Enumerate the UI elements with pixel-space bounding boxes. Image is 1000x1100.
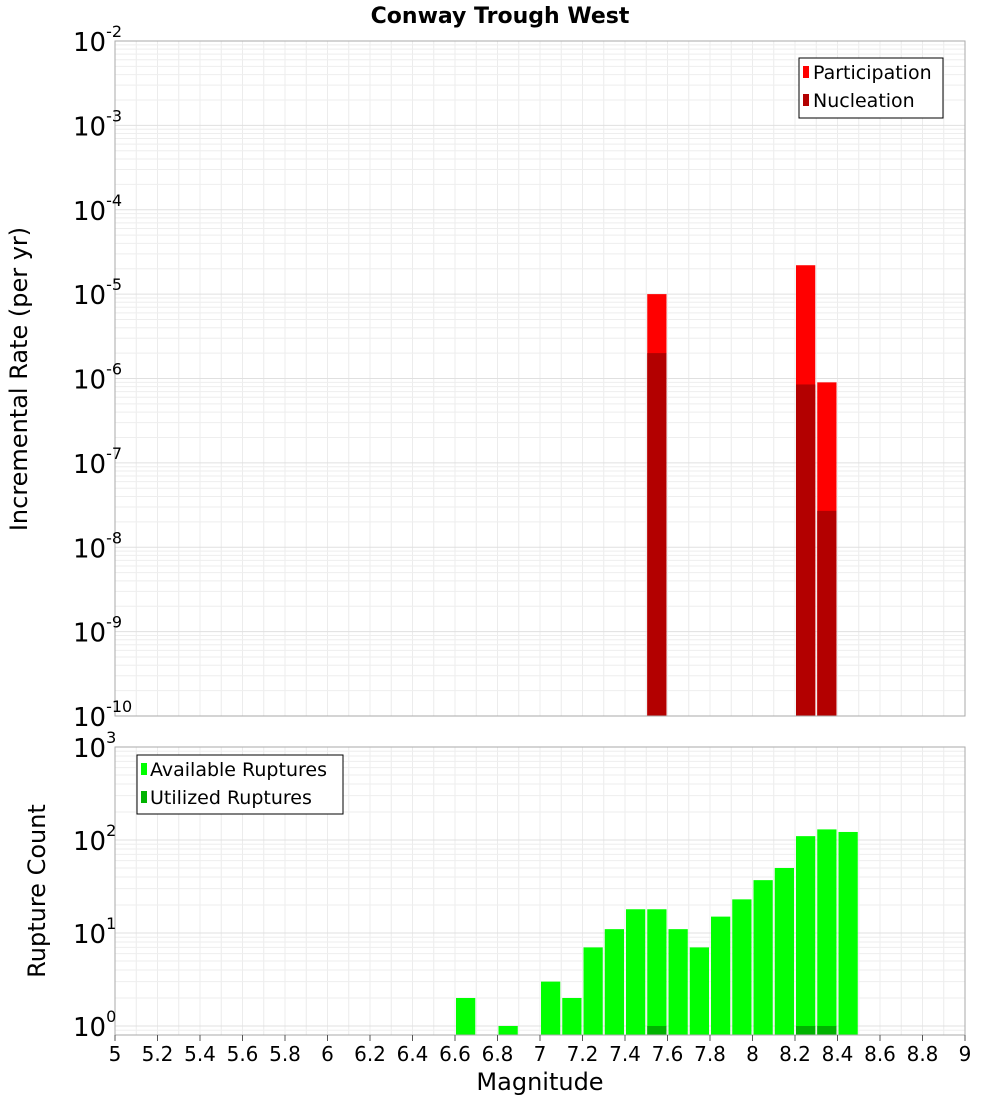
x-tick-label: 5.6 (227, 1042, 259, 1066)
participation-legend-swatch (803, 66, 809, 78)
available-ruptures-bar (604, 929, 624, 1035)
available-ruptures-bar (796, 836, 816, 1035)
rate-legend-box (798, 57, 944, 119)
rate-bars (647, 265, 837, 716)
count-y-tick-label: 101 (73, 914, 116, 950)
x-tick-label: 6.6 (439, 1042, 471, 1066)
participation-legend-label: Participation (813, 62, 932, 84)
x-tick-label: 7.6 (652, 1042, 684, 1066)
available-ruptures-legend-label: Available Ruptures (150, 759, 327, 781)
count-y-ticks: 100 101 102 103 (73, 728, 116, 1043)
count-y-axis-label: Rupture Count (23, 804, 51, 978)
chart-title: Conway Trough West (371, 4, 630, 29)
x-tick-label: 6.4 (397, 1042, 429, 1066)
x-tick-label: 8 (746, 1042, 759, 1066)
x-tick-label: 5.4 (184, 1042, 216, 1066)
x-ticks: 5 5.2 5.4 5.6 5.8 6 6.2 6.4 6.6 6.8 7 7.2 7.4 7.6 7.8 8… (109, 1035, 972, 1066)
x-tick-label: 7 (534, 1042, 547, 1066)
x-tick-label: 7.4 (609, 1042, 641, 1066)
count-legend-box (136, 754, 344, 815)
x-tick-label: 7.8 (694, 1042, 726, 1066)
rate-y-tick-label: 10-5 (73, 275, 122, 311)
available-ruptures-bar (668, 929, 688, 1035)
x-tick-label: 8.4 (822, 1042, 854, 1066)
nucleation-legend-label: Nucleation (813, 90, 915, 112)
count-bars (456, 829, 858, 1035)
nucleation-legend-swatch (803, 94, 809, 106)
utilized-ruptures-bar (817, 1025, 837, 1035)
available-ruptures-bar (583, 947, 603, 1035)
count-y-tick-label: 103 (73, 728, 116, 764)
available-ruptures-bar (541, 981, 561, 1035)
nucleation-bar (647, 353, 667, 716)
x-tick-label: 9 (959, 1042, 972, 1066)
available-ruptures-bar (753, 880, 773, 1035)
available-ruptures-bar (732, 899, 752, 1035)
available-ruptures-bar (817, 829, 837, 1035)
x-tick-label: 5.2 (142, 1042, 174, 1066)
available-ruptures-bar (562, 997, 582, 1035)
available-ruptures-bar (774, 867, 794, 1035)
rate-legend: Participation Nucleation (798, 57, 944, 119)
nucleation-bar (796, 384, 816, 716)
x-tick-label: 6 (321, 1042, 334, 1066)
rate-y-tick-label: 10-2 (73, 22, 122, 58)
x-tick-label: 7.2 (567, 1042, 599, 1066)
rate-y-ticks: 10-10 10-9 10-8 10-7 10-6 10-5 10-4 10-3 10-2 (73, 22, 132, 733)
utilized-ruptures-legend-label: Utilized Ruptures (150, 787, 312, 809)
x-tick-label: 5.8 (269, 1042, 301, 1066)
rate-y-axis-label: Incremental Rate (per yr) (5, 227, 33, 531)
available-ruptures-bar (647, 909, 667, 1035)
rate-y-tick-label: 10-3 (73, 106, 122, 142)
x-tick-label: 6.8 (482, 1042, 514, 1066)
x-tick-label: 6.2 (354, 1042, 386, 1066)
rate-y-tick-label: 10-10 (73, 697, 132, 733)
available-ruptures-bar (456, 997, 476, 1035)
rate-y-tick-label: 10-8 (73, 528, 122, 564)
rate-plot-frame (114, 40, 966, 717)
utilized-ruptures-bar (796, 1025, 816, 1035)
available-ruptures-bar (498, 1025, 518, 1035)
rate-grid (114, 40, 966, 717)
available-ruptures-bar (689, 947, 709, 1035)
utilized-ruptures-legend-swatch (141, 791, 147, 803)
rate-y-tick-label: 10-6 (73, 360, 122, 396)
utilized-ruptures-bar (647, 1025, 667, 1035)
x-axis-label: Magnitude (476, 1068, 603, 1096)
x-tick-label: 8.8 (907, 1042, 939, 1066)
available-ruptures-bar (711, 916, 731, 1035)
available-ruptures-bar (838, 831, 858, 1035)
x-tick-label: 8.2 (779, 1042, 811, 1066)
rate-y-tick-label: 10-7 (73, 444, 122, 480)
x-tick-label: 5 (109, 1042, 122, 1066)
available-ruptures-bar (626, 909, 646, 1035)
available-ruptures-legend-swatch (141, 763, 147, 775)
nucleation-bar (817, 510, 837, 716)
rate-y-tick-label: 10-9 (73, 613, 122, 649)
rate-y-tick-label: 10-4 (73, 191, 122, 227)
count-y-tick-label: 100 (73, 1007, 116, 1043)
count-y-tick-label: 102 (73, 821, 116, 857)
count-legend: Available Ruptures Utilized Ruptures (136, 754, 344, 815)
x-tick-label: 8.6 (864, 1042, 896, 1066)
